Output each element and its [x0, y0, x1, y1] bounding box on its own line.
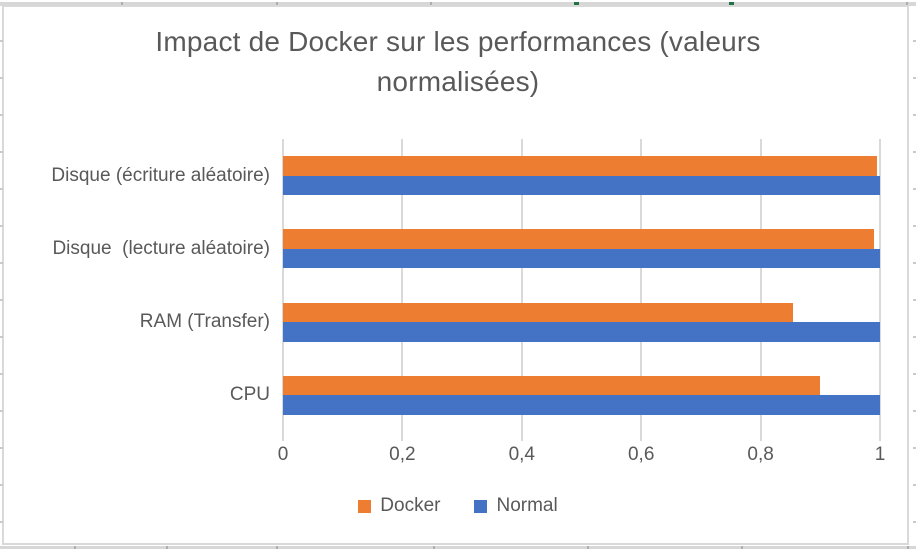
row-gridline-stub: [0, 299, 3, 301]
column-gridline-tick: [276, 2, 278, 6]
row-gridline-stub: [913, 521, 916, 523]
row-gridline-stub: [913, 336, 916, 338]
row-gridline-stub: [913, 77, 916, 79]
row-gridline-stub: [913, 373, 916, 375]
green-cell-border-fragment: [729, 2, 734, 6]
row-gridline-stub: [0, 225, 3, 227]
row-gridline-stub: [0, 410, 3, 412]
gridline: [879, 139, 881, 441]
column-gridline-tick: [121, 2, 123, 6]
legend-swatch-normal: [474, 499, 488, 513]
row-gridline-stub: [0, 40, 3, 42]
row-gridline-stub: [913, 151, 916, 153]
row-gridline-stub: [913, 484, 916, 486]
row-gridline-stub: [0, 484, 3, 486]
row-gridline-stub: [913, 114, 916, 116]
legend-item-normal: Normal: [474, 495, 558, 517]
row-gridline-stub: [0, 521, 3, 523]
legend-item-docker: Docker: [358, 495, 440, 517]
x-tick-label: 0,2: [389, 444, 416, 465]
column-gridline-tick: [433, 546, 435, 549]
normal-bar: [283, 248, 880, 269]
docker-bar: [283, 156, 877, 176]
gridline: [401, 139, 404, 441]
chart-legend: Docker Normal: [0, 495, 916, 517]
row-gridline-stub: [0, 262, 3, 264]
column-gridline-tick: [907, 546, 909, 549]
gridline: [520, 139, 523, 441]
row-gridline-stub: [913, 410, 916, 412]
row-gridline-stub: [0, 151, 3, 153]
normal-bar: [283, 395, 880, 415]
column-gridline-tick: [276, 546, 278, 549]
row-gridline-stub: [913, 40, 916, 42]
column-gridline-tick: [166, 546, 168, 549]
chart-title: Impact de Docker sur les performances (v…: [155, 26, 761, 97]
category-label: Disque (écriture aléatoire): [51, 164, 270, 186]
x-tick-label: 0,4: [508, 444, 536, 465]
spreadsheet-bottom-gridline: [0, 546, 916, 549]
row-gridline-stub: [913, 262, 916, 264]
docker-bar: [283, 302, 794, 323]
x-tick-label: 0,8: [747, 444, 774, 465]
x-tick-label: 0,6: [627, 444, 655, 465]
gridline: [759, 139, 762, 441]
normal-bar: [283, 322, 880, 342]
category-label: Disque (lecture aléatoire): [52, 237, 270, 259]
gridline: [640, 139, 643, 441]
category-label: CPU: [229, 384, 270, 406]
column-gridline-tick: [741, 546, 743, 549]
legend-label: Normal: [496, 495, 558, 516]
x-tick-label: 1: [874, 444, 886, 465]
row-gridline-stub: [913, 225, 916, 227]
column-gridline-tick: [430, 2, 432, 6]
spreadsheet-top-gridline: [0, 2, 916, 6]
row-gridline-stub: [0, 373, 3, 375]
x-tick-label: 0: [277, 444, 289, 465]
docker-bar: [283, 375, 821, 396]
row-gridline-stub: [913, 299, 916, 301]
row-gridline-stub: [0, 336, 3, 338]
column-gridline-tick: [906, 2, 908, 6]
row-gridline-stub: [0, 77, 3, 79]
chart-frame: [2, 5, 909, 545]
column-gridline-tick: [74, 546, 76, 549]
column-gridline-tick: [587, 546, 589, 549]
legend-swatch-docker: [358, 499, 372, 513]
row-gridline-stub: [913, 188, 916, 190]
row-gridline-stub: [0, 447, 3, 449]
row-gridline-stub: [0, 114, 3, 116]
normal-bar: [283, 175, 880, 196]
gridline: [282, 139, 284, 441]
row-gridline-stub: [913, 447, 916, 449]
category-label: RAM (Transfer): [139, 311, 270, 333]
docker-bar: [283, 229, 875, 249]
row-gridline-stub: [0, 188, 3, 190]
green-cell-border-fragment: [574, 2, 579, 6]
legend-label: Docker: [380, 495, 441, 516]
